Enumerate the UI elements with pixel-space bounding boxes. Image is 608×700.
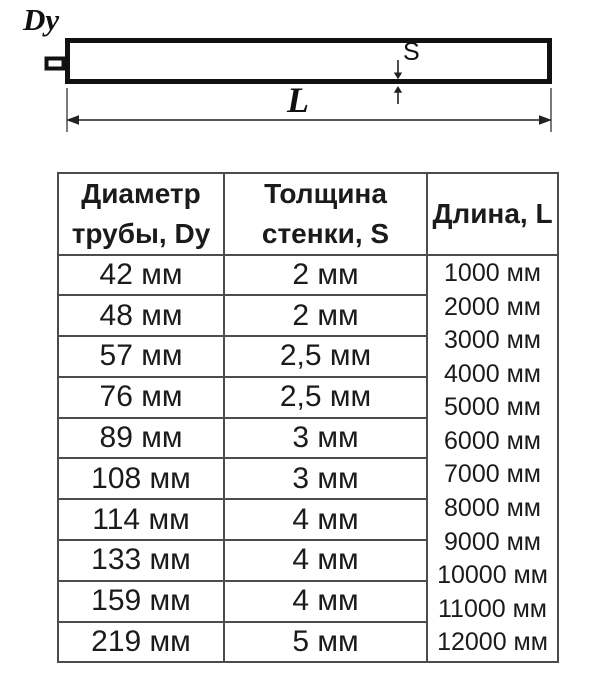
diameter-cell: 42 мм [57,253,225,297]
length-item: 12000 мм [437,628,548,657]
col-header-thickness: Толщина стенки, S [223,172,428,256]
length-item: 8000 мм [444,494,541,523]
table-row: 48 мм 2 мм [57,294,558,338]
col-header-length: Длина, L [426,172,559,256]
pipe-size-table: Диаметр трубы, Dy Толщина стенки, S Длин… [57,172,559,664]
thickness-cell: 3 мм [223,416,428,460]
diameter-cell: 89 мм [57,416,225,460]
thickness-cell: 4 мм [223,539,428,582]
thickness-cell: 4 мм [223,498,428,542]
diameter-cell: 76 мм [57,375,225,419]
pipe-diagram: Dy S L [0,0,608,166]
col-header-diameter: Диаметр трубы, Dy [57,172,225,256]
diameter-label: Dy [23,2,60,37]
length-item: 10000 мм [437,561,548,590]
diameter-cell: 219 мм [57,620,225,664]
length-arrowhead-left [66,115,79,125]
thickness-label: S [403,38,420,66]
thickness-cell: 4 мм [223,579,428,623]
length-item: 5000 мм [444,393,541,422]
table-row: 219 мм 5 мм [57,620,558,664]
thickness-cell: 2 мм [223,253,428,297]
length-item: 9000 мм [444,527,541,556]
length-item: 3000 мм [444,326,541,355]
thickness-cell: 3 мм [223,457,428,501]
thickness-cell: 2 мм [223,294,428,338]
length-item: 7000 мм [444,460,541,489]
length-cell: 1000 мм 2000 мм 3000 мм 4000 мм 5000 мм … [426,253,559,664]
thickness-arrow-down [393,60,403,80]
table-row: 133 мм 4 мм [57,539,558,582]
table-row: 114 мм 4 мм [57,498,558,542]
thickness-arrow-up [393,86,403,104]
diameter-cell: 57 мм [57,335,225,378]
length-item: 11000 мм [438,594,547,623]
thickness-cell: 2,5 мм [223,375,428,419]
table-row: 89 мм 3 мм [57,416,558,460]
thickness-cell: 2,5 мм [223,335,428,378]
table-row: 159 мм 4 мм [57,579,558,623]
diameter-cell: 133 мм [57,539,225,582]
pipe-drawing [44,38,552,132]
table-header-row: Диаметр трубы, Dy Толщина стенки, S Длин… [57,172,559,256]
length-label: L [287,80,309,120]
length-item: 1000 мм [444,258,541,287]
diameter-cell: 48 мм [57,294,225,338]
table-row: 76 мм 2,5 мм [57,375,558,419]
length-list: 1000 мм 2000 мм 3000 мм 4000 мм 5000 мм … [428,257,557,660]
diameter-cell: 159 мм [57,579,225,623]
length-item: 2000 мм [444,292,541,321]
table-row: 42 мм 2 мм 1000 мм 2000 мм 3000 мм 4000 … [57,253,559,664]
length-item: 6000 мм [444,426,541,455]
table-row: 108 мм 3 мм [57,457,558,501]
length-arrowhead-right [539,115,552,125]
table-row: 57 мм 2,5 мм [57,335,558,378]
pipe-body-shape [65,38,552,84]
pipe-fitting-shape [44,56,66,71]
diameter-cell: 114 мм [57,498,225,542]
length-item: 4000 мм [444,359,541,388]
thickness-cell: 5 мм [223,620,428,664]
diameter-cell: 108 мм [57,457,225,501]
